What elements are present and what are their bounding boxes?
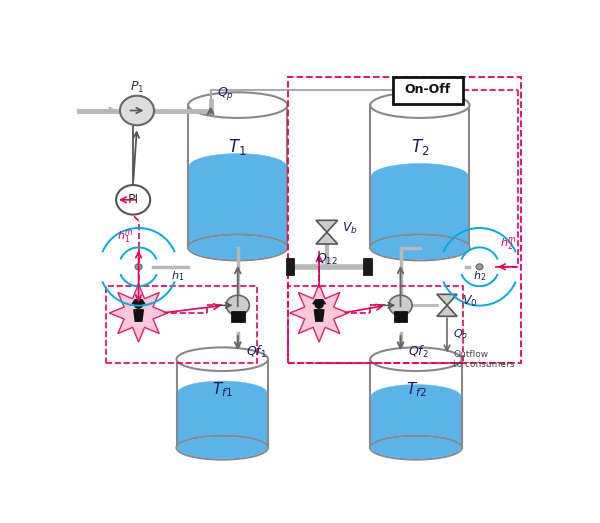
Text: $Q_p$: $Q_p$ [217,85,234,102]
Text: $T_{f2}$: $T_{f2}$ [406,381,427,400]
Text: $T_2$: $T_2$ [410,138,429,157]
Circle shape [389,295,412,315]
Polygon shape [437,305,457,316]
Text: $h_1$: $h_1$ [171,269,184,283]
Bar [288,286,463,363]
Circle shape [134,301,142,308]
Text: $h_2$: $h_2$ [473,269,487,283]
Text: $Q_o$: $Q_o$ [453,328,469,342]
Polygon shape [189,166,286,247]
Bar [231,312,245,322]
Ellipse shape [188,92,287,118]
Ellipse shape [371,384,461,408]
Text: On-Off: On-Off [404,83,451,96]
Text: $T_{f1}$: $T_{f1}$ [212,381,233,400]
Bar [286,258,295,275]
Bar [288,77,521,363]
Ellipse shape [370,92,469,118]
Bar [364,258,372,275]
Ellipse shape [370,347,462,371]
Text: PI: PI [128,194,139,206]
Ellipse shape [371,164,469,189]
Ellipse shape [178,381,267,405]
Circle shape [315,301,323,308]
Text: $Q_{12}$: $Q_{12}$ [316,252,338,267]
Text: $Qf_1$: $Qf_1$ [245,344,266,359]
Polygon shape [370,359,462,448]
Polygon shape [290,284,349,342]
Bar [394,312,407,322]
Circle shape [226,295,250,315]
Polygon shape [178,393,267,448]
Polygon shape [371,176,469,247]
Polygon shape [109,284,168,342]
Polygon shape [134,310,143,321]
Circle shape [135,264,142,270]
Text: $h_1^m$: $h_1^m$ [117,228,134,245]
Text: $V_b$: $V_b$ [343,221,358,236]
Polygon shape [316,232,338,244]
Polygon shape [437,294,457,305]
Ellipse shape [178,437,267,459]
Ellipse shape [371,437,461,459]
Ellipse shape [188,235,287,260]
Text: $P_1$: $P_1$ [130,80,144,95]
Text: $h_2^m$: $h_2^m$ [500,235,517,252]
Ellipse shape [176,347,268,371]
Ellipse shape [370,235,469,260]
Circle shape [116,185,150,214]
Text: $Qf_2$: $Qf_2$ [408,344,429,359]
Text: $V_0$: $V_0$ [463,294,478,309]
Ellipse shape [189,235,286,259]
Polygon shape [316,220,338,232]
Bar [393,77,463,104]
Ellipse shape [371,235,469,259]
Polygon shape [370,105,469,247]
Text: $T_1$: $T_1$ [229,138,247,157]
Ellipse shape [370,436,462,460]
Circle shape [476,264,483,270]
Polygon shape [371,396,461,448]
Polygon shape [188,105,287,247]
Bar [106,286,257,363]
Circle shape [120,96,154,126]
Polygon shape [314,310,324,321]
Ellipse shape [176,436,268,460]
Ellipse shape [189,154,286,179]
Text: Outflow
to consumers: Outflow to consumers [453,350,515,369]
Polygon shape [176,359,268,448]
Polygon shape [313,300,325,304]
Polygon shape [133,300,145,304]
